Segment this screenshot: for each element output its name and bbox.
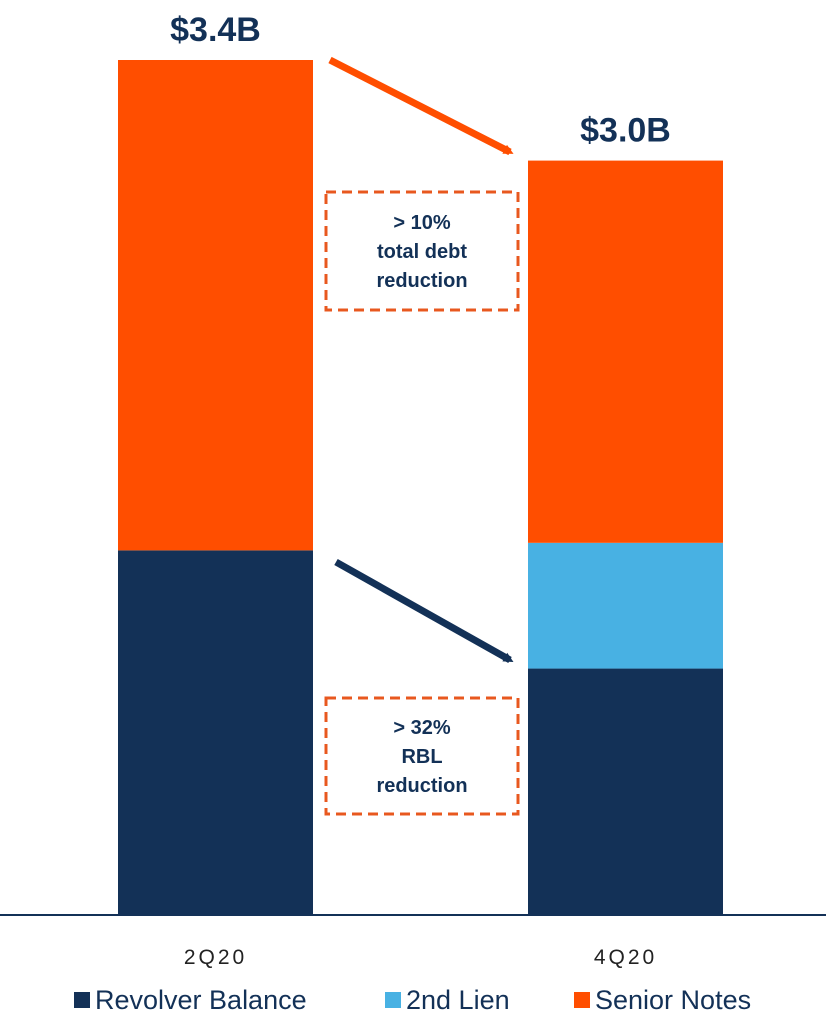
legend-item-senior-notes: Senior Notes (574, 985, 751, 1015)
rbl-arrow (334, 558, 514, 664)
bar-senior-notes-4q20 (528, 160, 723, 543)
legend-label-2nd-lien: 2nd Lien (406, 985, 510, 1015)
total-debt-callout: > 10% total debt reduction (324, 190, 520, 312)
callout-boxes: > 10% total debt reduction > 32% RBL reductio… (324, 190, 520, 816)
bar-senior-notes-2q20 (118, 60, 313, 551)
rbl-callout: > 32% RBL reduction (324, 696, 520, 816)
rbl-callout-box (324, 696, 520, 816)
total-debt-callout-line-2: reduction (376, 270, 467, 292)
total-debt-callout-line-0: > 10% (393, 212, 450, 234)
legend-item-revolver-balance: Revolver Balance (74, 985, 307, 1015)
legend-swatch-revolver-balance (74, 992, 90, 1008)
legend-item-2nd-lien: 2nd Lien (385, 985, 510, 1015)
total-label-4q20: $3.0B (580, 112, 671, 150)
legend-swatch-2nd-lien (385, 992, 401, 1008)
total-debt-callout-box (324, 190, 520, 312)
legend-label-revolver-balance: Revolver Balance (95, 985, 307, 1015)
category-label-4q20: 4Q20 (594, 946, 657, 969)
arrows (328, 56, 514, 664)
total-debt-callout-line-1: total debt (377, 241, 467, 263)
category-labels: 2Q20 4Q20 (184, 946, 657, 969)
legend: Revolver Balance 2nd Lien Senior Notes (74, 985, 751, 1015)
bar-2nd-lien-4q20 (528, 542, 723, 669)
bar-revolver-balance-4q20 (528, 668, 723, 915)
total-label-2q20: $3.4B (170, 11, 261, 49)
rbl-callout-line-0: > 32% (393, 717, 450, 739)
bar-group (118, 60, 723, 915)
total-debt-arrow (328, 56, 514, 156)
legend-swatch-senior-notes (574, 992, 590, 1008)
total-labels: $3.4B $3.0B (170, 11, 671, 150)
bar-revolver-balance-2q20 (118, 550, 313, 915)
rbl-callout-line-1: RBL (401, 746, 442, 768)
rbl-callout-line-2: reduction (376, 775, 467, 797)
category-label-2q20: 2Q20 (184, 946, 247, 969)
legend-label-senior-notes: Senior Notes (595, 985, 751, 1015)
